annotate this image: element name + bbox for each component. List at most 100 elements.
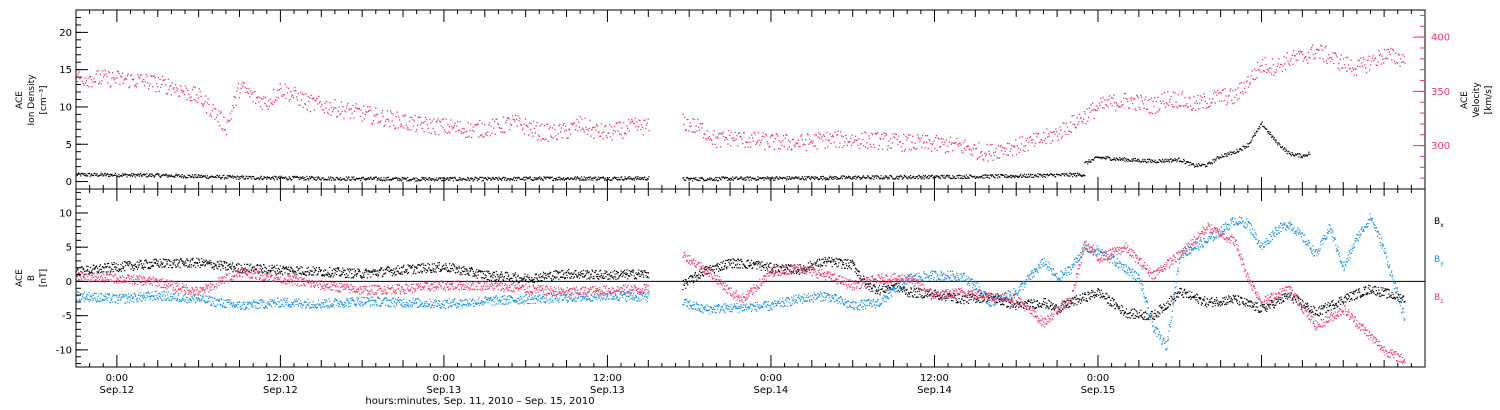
bx-point bbox=[162, 258, 164, 260]
bx-point bbox=[538, 276, 540, 278]
density-point bbox=[242, 177, 244, 179]
density-point bbox=[855, 178, 857, 180]
density-point bbox=[366, 178, 369, 180]
velocity-point bbox=[1290, 57, 1292, 60]
velocity-point bbox=[308, 100, 310, 103]
density-point bbox=[550, 177, 553, 179]
bx-point bbox=[498, 278, 500, 280]
velocity-point bbox=[180, 90, 182, 92]
density-point bbox=[576, 176, 578, 178]
bx-point bbox=[158, 264, 160, 266]
velocity-point bbox=[829, 133, 831, 135]
velocity-point bbox=[461, 127, 464, 130]
bx-point bbox=[367, 270, 370, 272]
density-point bbox=[373, 178, 375, 180]
density-point bbox=[906, 177, 908, 179]
density-point bbox=[644, 176, 646, 178]
velocity-point bbox=[1253, 68, 1256, 70]
velocity-point bbox=[938, 138, 940, 140]
velocity-point bbox=[787, 148, 789, 150]
velocity-point bbox=[186, 99, 188, 101]
bx-point bbox=[94, 267, 96, 269]
density-point bbox=[1098, 157, 1100, 159]
velocity-point bbox=[892, 133, 894, 135]
density-point bbox=[735, 176, 737, 178]
velocity-point bbox=[687, 118, 689, 121]
bx-point bbox=[638, 273, 640, 275]
density-point bbox=[797, 177, 799, 179]
bx-point bbox=[366, 271, 368, 273]
bx-point bbox=[617, 278, 619, 280]
bx-point bbox=[358, 269, 360, 271]
velocity-point bbox=[628, 130, 630, 132]
density-point bbox=[1184, 163, 1186, 165]
velocity-point bbox=[359, 115, 361, 117]
velocity-point bbox=[1182, 105, 1184, 107]
density-point bbox=[202, 175, 204, 177]
bx-point bbox=[316, 274, 318, 276]
density-point bbox=[1161, 161, 1163, 163]
bx-point bbox=[696, 279, 698, 281]
bx-point bbox=[361, 276, 363, 278]
top-panel-frame bbox=[75, 9, 1426, 190]
density-point bbox=[551, 176, 553, 178]
bx-point bbox=[258, 265, 260, 267]
velocity-point bbox=[417, 116, 419, 118]
velocity-point bbox=[583, 131, 585, 133]
velocity-point bbox=[421, 127, 424, 129]
density-point bbox=[800, 178, 803, 180]
velocity-point bbox=[596, 125, 599, 127]
density-point bbox=[837, 177, 839, 179]
bx-point bbox=[431, 271, 433, 273]
density-point bbox=[99, 174, 101, 176]
bx-point bbox=[297, 270, 299, 272]
velocity-point bbox=[247, 92, 249, 94]
density-point bbox=[230, 175, 232, 177]
density-point bbox=[1138, 158, 1140, 160]
velocity-point bbox=[235, 104, 237, 106]
density-point bbox=[995, 174, 997, 176]
velocity-point bbox=[389, 110, 392, 112]
velocity-point bbox=[1325, 60, 1328, 62]
density-point bbox=[729, 177, 731, 179]
density-point bbox=[311, 176, 313, 178]
density-point bbox=[1046, 173, 1049, 175]
density-point bbox=[604, 177, 606, 179]
bx-point bbox=[102, 266, 104, 268]
bx-point bbox=[281, 270, 283, 272]
bx-point bbox=[495, 270, 497, 273]
velocity-point bbox=[537, 139, 539, 141]
density-point bbox=[388, 176, 390, 178]
density-point bbox=[895, 177, 897, 179]
density-point bbox=[277, 178, 279, 180]
velocity-point bbox=[352, 104, 354, 107]
density-point bbox=[264, 177, 266, 179]
velocity-point bbox=[580, 129, 582, 131]
bx-point bbox=[581, 270, 583, 272]
density-point bbox=[1174, 158, 1176, 160]
density-point bbox=[939, 178, 942, 180]
density-point bbox=[395, 176, 397, 179]
density-point bbox=[475, 177, 477, 179]
velocity-point bbox=[357, 107, 359, 109]
density-point bbox=[1151, 161, 1153, 163]
density-point bbox=[394, 177, 397, 179]
velocity-point bbox=[177, 88, 179, 90]
density-point bbox=[615, 177, 617, 179]
bx-point bbox=[438, 264, 440, 266]
velocity-point bbox=[823, 134, 825, 136]
bx-point bbox=[594, 272, 596, 274]
density-point bbox=[993, 176, 995, 178]
velocity-point bbox=[422, 122, 424, 124]
velocity-point bbox=[591, 127, 594, 129]
velocity-point bbox=[1128, 107, 1131, 109]
density-point bbox=[493, 178, 495, 180]
velocity-point bbox=[237, 82, 240, 85]
bx-point bbox=[407, 264, 409, 266]
velocity-point bbox=[1144, 99, 1146, 101]
bx-point bbox=[167, 259, 169, 261]
velocity-point bbox=[142, 81, 144, 83]
velocity-point bbox=[1234, 96, 1236, 98]
bx-point bbox=[557, 271, 559, 273]
